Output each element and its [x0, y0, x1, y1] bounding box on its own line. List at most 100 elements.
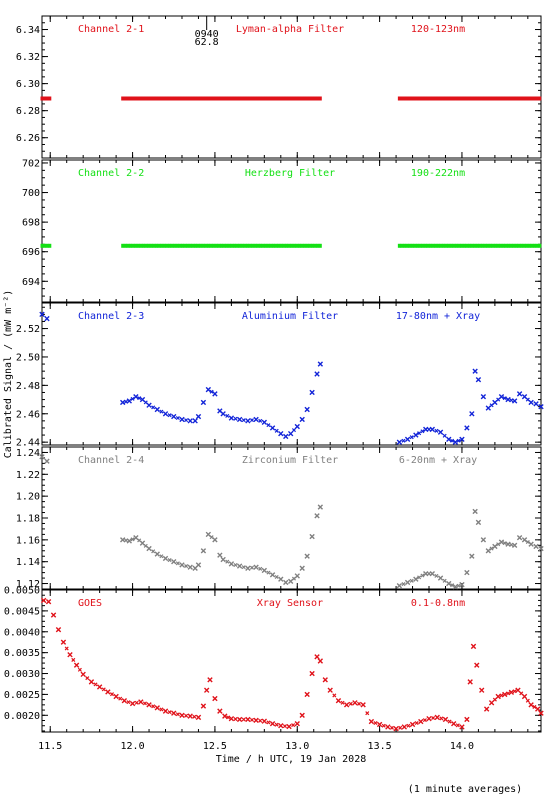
data-point: [274, 243, 278, 248]
data-point: [300, 243, 304, 248]
data-point: [308, 243, 312, 248]
data-point: [251, 243, 255, 248]
data-point: [299, 416, 305, 423]
data-point: [538, 243, 542, 248]
data-point: [238, 96, 242, 101]
data-point: [480, 537, 487, 543]
data-point: [533, 543, 539, 550]
data-point: [535, 96, 539, 101]
data-point: [195, 413, 202, 420]
data-point: [225, 96, 229, 101]
data-point: [499, 693, 504, 698]
data-point: [193, 243, 197, 248]
data-point: [525, 698, 530, 703]
data-point: [128, 243, 132, 248]
data-point: [423, 243, 427, 248]
data-point: [303, 243, 307, 248]
data-point: [245, 418, 251, 424]
data-point: [309, 389, 315, 396]
data-point: [511, 542, 518, 549]
data-point: [538, 96, 542, 101]
data-point: [469, 553, 475, 559]
data-point: [413, 96, 417, 101]
data-point: [287, 243, 291, 248]
data-point: [256, 243, 260, 248]
data-point: [426, 715, 432, 722]
data-point: [478, 96, 482, 101]
data-point: [160, 243, 164, 248]
data-point: [396, 583, 403, 589]
data-point: [209, 535, 214, 540]
data-point: [413, 432, 419, 438]
data-point: [220, 411, 226, 417]
data-point: [400, 243, 404, 248]
data-point: [271, 96, 275, 101]
data-point: [264, 96, 268, 101]
data-point: [45, 243, 49, 248]
data-point: [373, 720, 378, 726]
data-point: [335, 697, 342, 704]
data-point: [212, 695, 218, 702]
data-point: [233, 717, 238, 722]
data-point: [245, 243, 249, 248]
data-point: [40, 243, 44, 248]
data-point: [43, 243, 47, 248]
y-tick-label: 1.16: [16, 535, 40, 546]
data-point: [525, 243, 529, 248]
data-point: [434, 428, 439, 433]
data-point: [228, 715, 235, 722]
data-point: [462, 243, 466, 248]
data-point: [136, 96, 140, 101]
data-point: [397, 96, 401, 101]
data-point: [241, 418, 246, 423]
data-point: [389, 725, 394, 730]
data-point: [304, 406, 310, 413]
data-point: [397, 243, 401, 248]
panel-band-label: 120-123nm: [411, 24, 465, 35]
data-point: [253, 96, 257, 101]
data-point: [151, 549, 156, 554]
data-point: [191, 243, 195, 248]
data-point: [206, 96, 210, 101]
y-tick-label: 1.14: [16, 557, 40, 568]
data-point: [225, 243, 229, 248]
x-tick-labels: 11.5 12.0 12.5 13.0 13.5 14.0: [38, 741, 474, 752]
data-point: [128, 96, 132, 101]
data-point: [264, 243, 268, 248]
data-point: [434, 96, 438, 101]
data-point: [314, 371, 320, 377]
data-point: [456, 583, 461, 588]
data-point: [426, 427, 432, 432]
data-point: [528, 399, 534, 406]
data-point: [144, 243, 148, 248]
data-point: [511, 398, 518, 404]
y-tick-label: 1.22: [16, 470, 40, 481]
data-point: [449, 243, 453, 248]
marker-value-label: 62.8: [195, 37, 219, 48]
data-point: [105, 689, 111, 695]
data-point: [434, 573, 439, 578]
data-point: [286, 723, 292, 730]
data-point: [143, 543, 148, 548]
data-point: [171, 413, 177, 420]
data-point: [274, 96, 278, 101]
data-point: [447, 96, 451, 101]
data-point: [450, 438, 455, 443]
data-point: [123, 538, 129, 543]
data-point: [175, 96, 179, 101]
data-point: [152, 243, 156, 248]
data-point: [200, 548, 207, 554]
data-point: [266, 96, 270, 101]
data-point: [403, 243, 407, 248]
y-tick-label: 696: [22, 247, 40, 258]
data-point: [201, 243, 205, 248]
data-point: [295, 96, 299, 101]
data-point: [126, 243, 130, 248]
data-point: [73, 662, 80, 668]
data-point: [309, 670, 315, 677]
data-point: [475, 243, 479, 248]
data-point: [167, 96, 171, 101]
data-point: [167, 413, 172, 418]
data-point: [269, 720, 276, 727]
data-point: [528, 541, 534, 547]
